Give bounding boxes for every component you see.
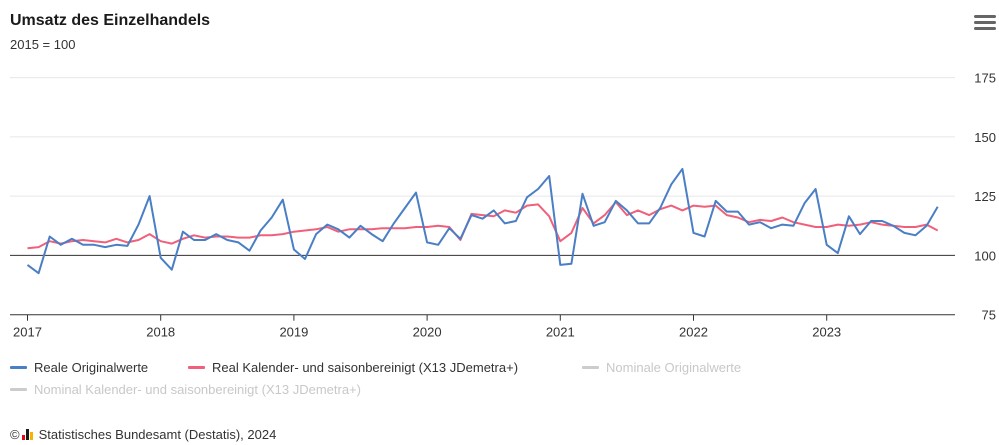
legend-label: Real Kalender- und saisonbereinigt (X13 … <box>212 360 519 375</box>
y-tick-label: 150 <box>974 130 996 145</box>
x-tick-label: 2018 <box>146 325 175 340</box>
x-tick-label: 2020 <box>413 325 442 340</box>
legend-swatch <box>10 388 27 391</box>
x-tick-label: 2021 <box>546 325 575 340</box>
menu-bar <box>974 15 996 18</box>
x-tick-label: 2019 <box>279 325 308 340</box>
x-tick-label: 2023 <box>812 325 841 340</box>
copyright-symbol: © <box>10 427 20 442</box>
chart-title: Umsatz des Einzelhandels <box>10 12 211 29</box>
legend-item-reale-originalwerte[interactable]: Reale Originalwerte <box>10 360 148 375</box>
series-lines <box>26 167 939 275</box>
legend-swatch <box>10 366 27 369</box>
legend-label: Reale Originalwerte <box>34 360 149 375</box>
hamburger-menu-icon[interactable] <box>974 15 996 33</box>
y-tick-label: 125 <box>974 189 996 204</box>
chart-subtitle: 2015 = 100 <box>10 37 76 52</box>
legend-item-nominal-saisonbereinigt[interactable]: Nominal Kalender- und saisonbereinigt (X… <box>10 382 361 397</box>
legend-label: Nominale Originalwerte <box>606 360 742 375</box>
gridlines <box>10 77 955 197</box>
series-line-real-saisonbereinigt <box>27 201 939 250</box>
axes: 75 100 125 150 175 2017 2018 2019 2020 2021 2022 20… <box>10 71 996 340</box>
y-tick-label: 100 <box>974 248 996 263</box>
menu-bar <box>974 27 996 30</box>
destatis-logo-icon <box>21 429 34 440</box>
source-text[interactable]: Statistisches Bundesamt (Destatis), 2024 <box>38 427 277 442</box>
source-credit: © Statistisches Bundesamt (Destatis), 20… <box>10 427 276 442</box>
menu-bar <box>974 21 996 24</box>
legend-item-real-saisonbereinigt[interactable]: Real Kalender- und saisonbereinigt (X13 … <box>188 360 518 375</box>
x-tick-label: 2022 <box>679 325 708 340</box>
legend-label: Nominal Kalender- und saisonbereinigt (X… <box>34 382 361 397</box>
y-tick-label: 175 <box>974 71 996 86</box>
series-line-reale-originalwerte <box>26 167 939 275</box>
legend-swatch <box>582 366 599 369</box>
legend-swatch <box>188 366 205 369</box>
x-tick-label: 2017 <box>13 325 42 340</box>
legend-item-nominale-originalwerte[interactable]: Nominale Originalwerte <box>582 360 741 375</box>
y-tick-label: 75 <box>982 308 996 323</box>
